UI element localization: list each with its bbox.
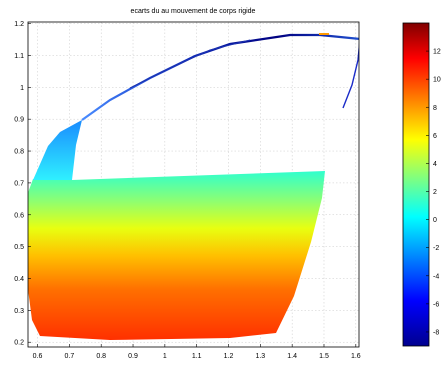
colorbar-tick-label: -4	[433, 273, 439, 280]
colorbar-tick-label: -6	[433, 301, 439, 308]
door-body	[28, 171, 325, 340]
x-tick-label: 0.6	[33, 353, 43, 360]
y-tick-label: 0.9	[14, 117, 24, 124]
y-tick-label: 0.8	[14, 149, 24, 156]
x-axis: 0.6 0.7 0.8 0.9 1 1.1 1.2 1.3 1.4 1.5 1.6	[33, 344, 361, 360]
x-tick-label: 1.1	[192, 353, 202, 360]
x-tick-label: 1.6	[351, 353, 361, 360]
window-frame-rear	[342, 42, 359, 109]
y-tick-label: 0.5	[14, 244, 24, 251]
y-tick-label: 0.2	[14, 340, 24, 347]
y-tick-label: 0.4	[14, 276, 24, 283]
window-frame-top	[81, 33, 359, 121]
x-tick-label: 1.5	[319, 353, 329, 360]
door-surface	[28, 33, 359, 340]
x-tick-label: 1.3	[255, 353, 265, 360]
plot-area-border	[27, 21, 360, 348]
chart-title: ecarts du au mouvement de corps rigide	[131, 8, 256, 15]
colorbar-tick-label: 6	[433, 133, 437, 140]
colorbar-tick-label: 2	[433, 189, 437, 196]
y-axis: 0.2 0.3 0.4 0.5 0.6 0.7 0.8 0.9 1 1.1 1.2	[14, 21, 31, 347]
x-tick-label: 1.2	[224, 353, 234, 360]
colorbar-tick-label: 8	[433, 105, 437, 112]
door-pillar	[33, 120, 82, 180]
colorbar	[402, 22, 430, 347]
x-tick-label: 0.7	[65, 353, 75, 360]
colorbar-tick-label: 10	[433, 77, 441, 84]
colorbar-tick-label: 0	[433, 217, 437, 224]
colorbar-tick-label: -2	[433, 245, 439, 252]
x-tick-label: 1.4	[287, 353, 297, 360]
y-tick-label: 0.3	[14, 308, 24, 315]
colorbar-tick-label: 12	[433, 49, 441, 56]
y-tick-label: 1.2	[14, 21, 24, 28]
colorbar-tick-label: 4	[433, 161, 437, 168]
y-tick-label: 1.1	[14, 53, 24, 60]
colorbar-axis: -8 -6 -4 -2 0 2 4 6 8 10 12	[426, 49, 441, 336]
y-tick-label: 0.7	[14, 180, 24, 187]
x-tick-label: 1	[163, 353, 167, 360]
y-tick-label: 0.6	[14, 212, 24, 219]
window-frame-top-inner	[129, 39, 251, 89]
y-tick-label: 1	[20, 85, 24, 92]
colorbar-tick-label: -8	[433, 329, 439, 336]
x-tick-label: 0.8	[96, 353, 106, 360]
x-tick-label: 0.9	[128, 353, 138, 360]
